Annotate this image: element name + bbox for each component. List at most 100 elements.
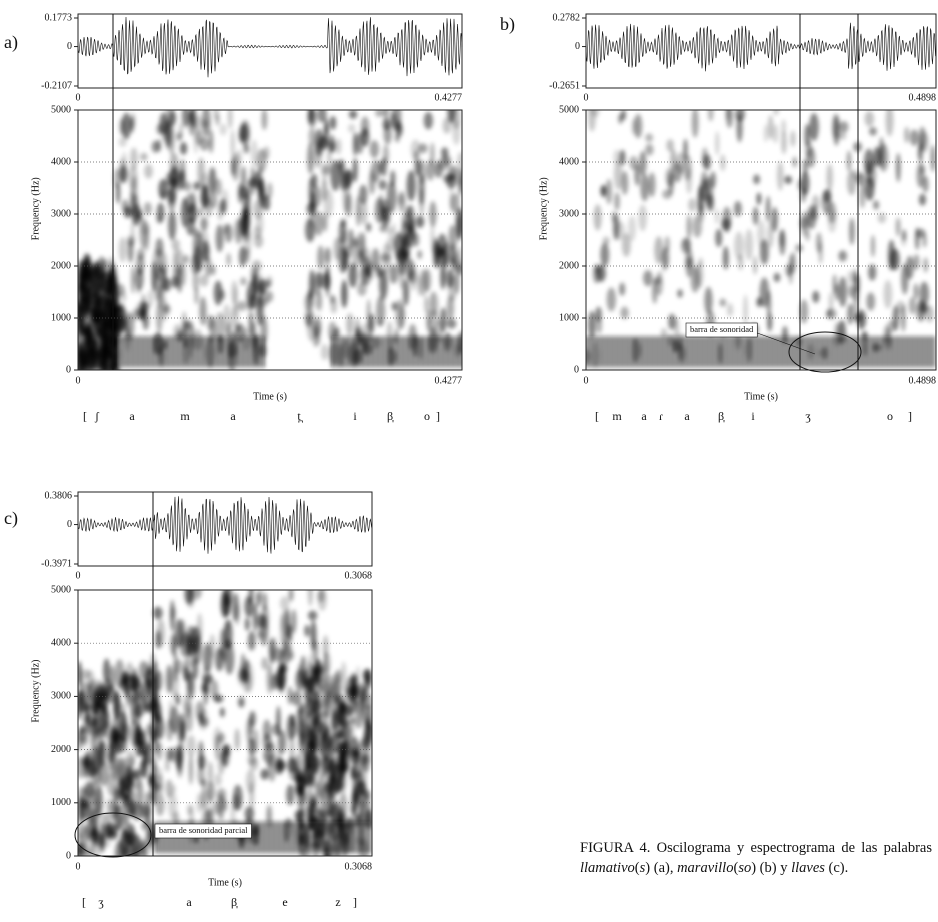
- energy-blob: [360, 686, 370, 711]
- energy-blob: [725, 110, 731, 121]
- spec-y-tick-label: 4000: [51, 637, 71, 648]
- energy-blob: [199, 274, 209, 287]
- energy-blob: [120, 291, 127, 302]
- voicing-stripe: [371, 336, 375, 368]
- energy-blob: [923, 257, 928, 273]
- energy-blob: [334, 326, 340, 337]
- voicing-stripe: [312, 821, 316, 854]
- energy-blob: [127, 802, 134, 817]
- energy-blob: [130, 771, 140, 790]
- oscillogram-frame: [77, 491, 373, 567]
- spec-y-tick-label: 3000: [559, 208, 579, 219]
- energy-blob: [91, 269, 97, 287]
- energy-blob: [140, 221, 150, 235]
- energy-blob: [386, 226, 394, 236]
- energy-blob: [410, 139, 421, 159]
- energy-blob: [707, 110, 714, 122]
- voicing-stripe: [161, 336, 165, 368]
- voicing-stripe: [636, 336, 639, 368]
- spec-x-tick-label: 0.4898: [909, 375, 937, 386]
- energy-blob: [320, 343, 329, 361]
- energy-blob: [198, 707, 209, 731]
- energy-blob: [719, 154, 726, 171]
- energy-blob: [305, 218, 316, 243]
- energy-blob: [78, 348, 82, 370]
- energy-blob: [207, 761, 214, 786]
- voicing-stripe: [386, 336, 390, 368]
- voicing-stripe: [601, 336, 604, 368]
- energy-blob: [683, 138, 688, 161]
- energy-blob: [162, 304, 171, 314]
- transcription-symbol: [: [83, 409, 87, 423]
- energy-blob: [252, 260, 262, 272]
- energy-blob: [767, 114, 774, 140]
- voicing-stripe: [256, 336, 260, 368]
- transcription-symbol: i: [751, 409, 755, 423]
- energy-blob: [131, 176, 138, 207]
- energy-blob: [417, 249, 423, 260]
- energy-blob: [666, 139, 675, 152]
- spec-x-tick-label: 0.3068: [345, 861, 373, 872]
- energy-blob: [103, 658, 111, 684]
- energy-blob: [105, 822, 116, 836]
- voicing-stripe: [611, 336, 614, 368]
- energy-blob: [351, 239, 359, 271]
- energy-blob: [621, 110, 626, 121]
- energy-blob: [308, 110, 315, 124]
- energy-blob: [341, 277, 347, 309]
- voicing-stripe: [456, 336, 460, 368]
- energy-blob: [352, 132, 358, 157]
- energy-blob: [176, 132, 182, 142]
- voicing-stripe: [751, 336, 754, 368]
- energy-blob: [230, 129, 235, 160]
- energy-blob: [873, 200, 880, 210]
- voicing-stripe: [246, 336, 250, 368]
- energy-blob: [362, 668, 372, 680]
- energy-blob: [442, 117, 452, 134]
- energy-blob: [199, 296, 207, 326]
- voicing-stripe: [781, 336, 784, 368]
- energy-blob: [135, 267, 144, 291]
- energy-blob: [113, 727, 119, 741]
- energy-blob: [596, 316, 603, 334]
- energy-blob: [172, 635, 177, 658]
- voicing-stripe: [361, 336, 365, 368]
- voicing-stripe: [206, 336, 210, 368]
- energy-blob: [226, 252, 231, 267]
- energy-blob: [352, 778, 362, 806]
- caption-word: so: [738, 860, 752, 876]
- energy-blob: [214, 734, 220, 761]
- voicing-stripe: [881, 336, 884, 368]
- energy-blob: [357, 282, 367, 297]
- osc-y-tick-label: -0.3971: [41, 558, 72, 569]
- voicing-stripe: [346, 336, 350, 368]
- energy-blob: [249, 781, 255, 811]
- voicing-stripe: [332, 821, 336, 854]
- voicing-stripe: [342, 821, 346, 854]
- energy-blob: [307, 288, 313, 307]
- energy-blob: [916, 163, 925, 188]
- energy-blob: [247, 754, 257, 766]
- energy-blob: [324, 247, 331, 265]
- energy-blob: [350, 767, 356, 780]
- energy-blob: [98, 265, 106, 292]
- energy-blob: [613, 149, 621, 165]
- spec-y-tick-label: 3000: [51, 208, 71, 219]
- energy-blob: [365, 793, 371, 824]
- energy-blob: [685, 247, 693, 278]
- voicing-stripe: [166, 336, 170, 368]
- energy-blob: [430, 309, 439, 328]
- voicing-stripe: [116, 336, 120, 368]
- voicing-stripe: [156, 336, 160, 368]
- voicing-stripe: [362, 821, 366, 854]
- caption-text: ) (a),: [645, 860, 678, 876]
- energy-blob: [779, 228, 786, 256]
- osc-y-tick-label: 0.1773: [45, 12, 73, 23]
- voicing-stripe: [656, 336, 659, 368]
- energy-blob: [244, 617, 250, 631]
- energy-blob: [398, 303, 406, 329]
- transcription-symbol: β̞: [718, 409, 725, 423]
- waveform: [585, 22, 937, 72]
- energy-blob: [838, 250, 848, 262]
- energy-blob: [799, 299, 809, 324]
